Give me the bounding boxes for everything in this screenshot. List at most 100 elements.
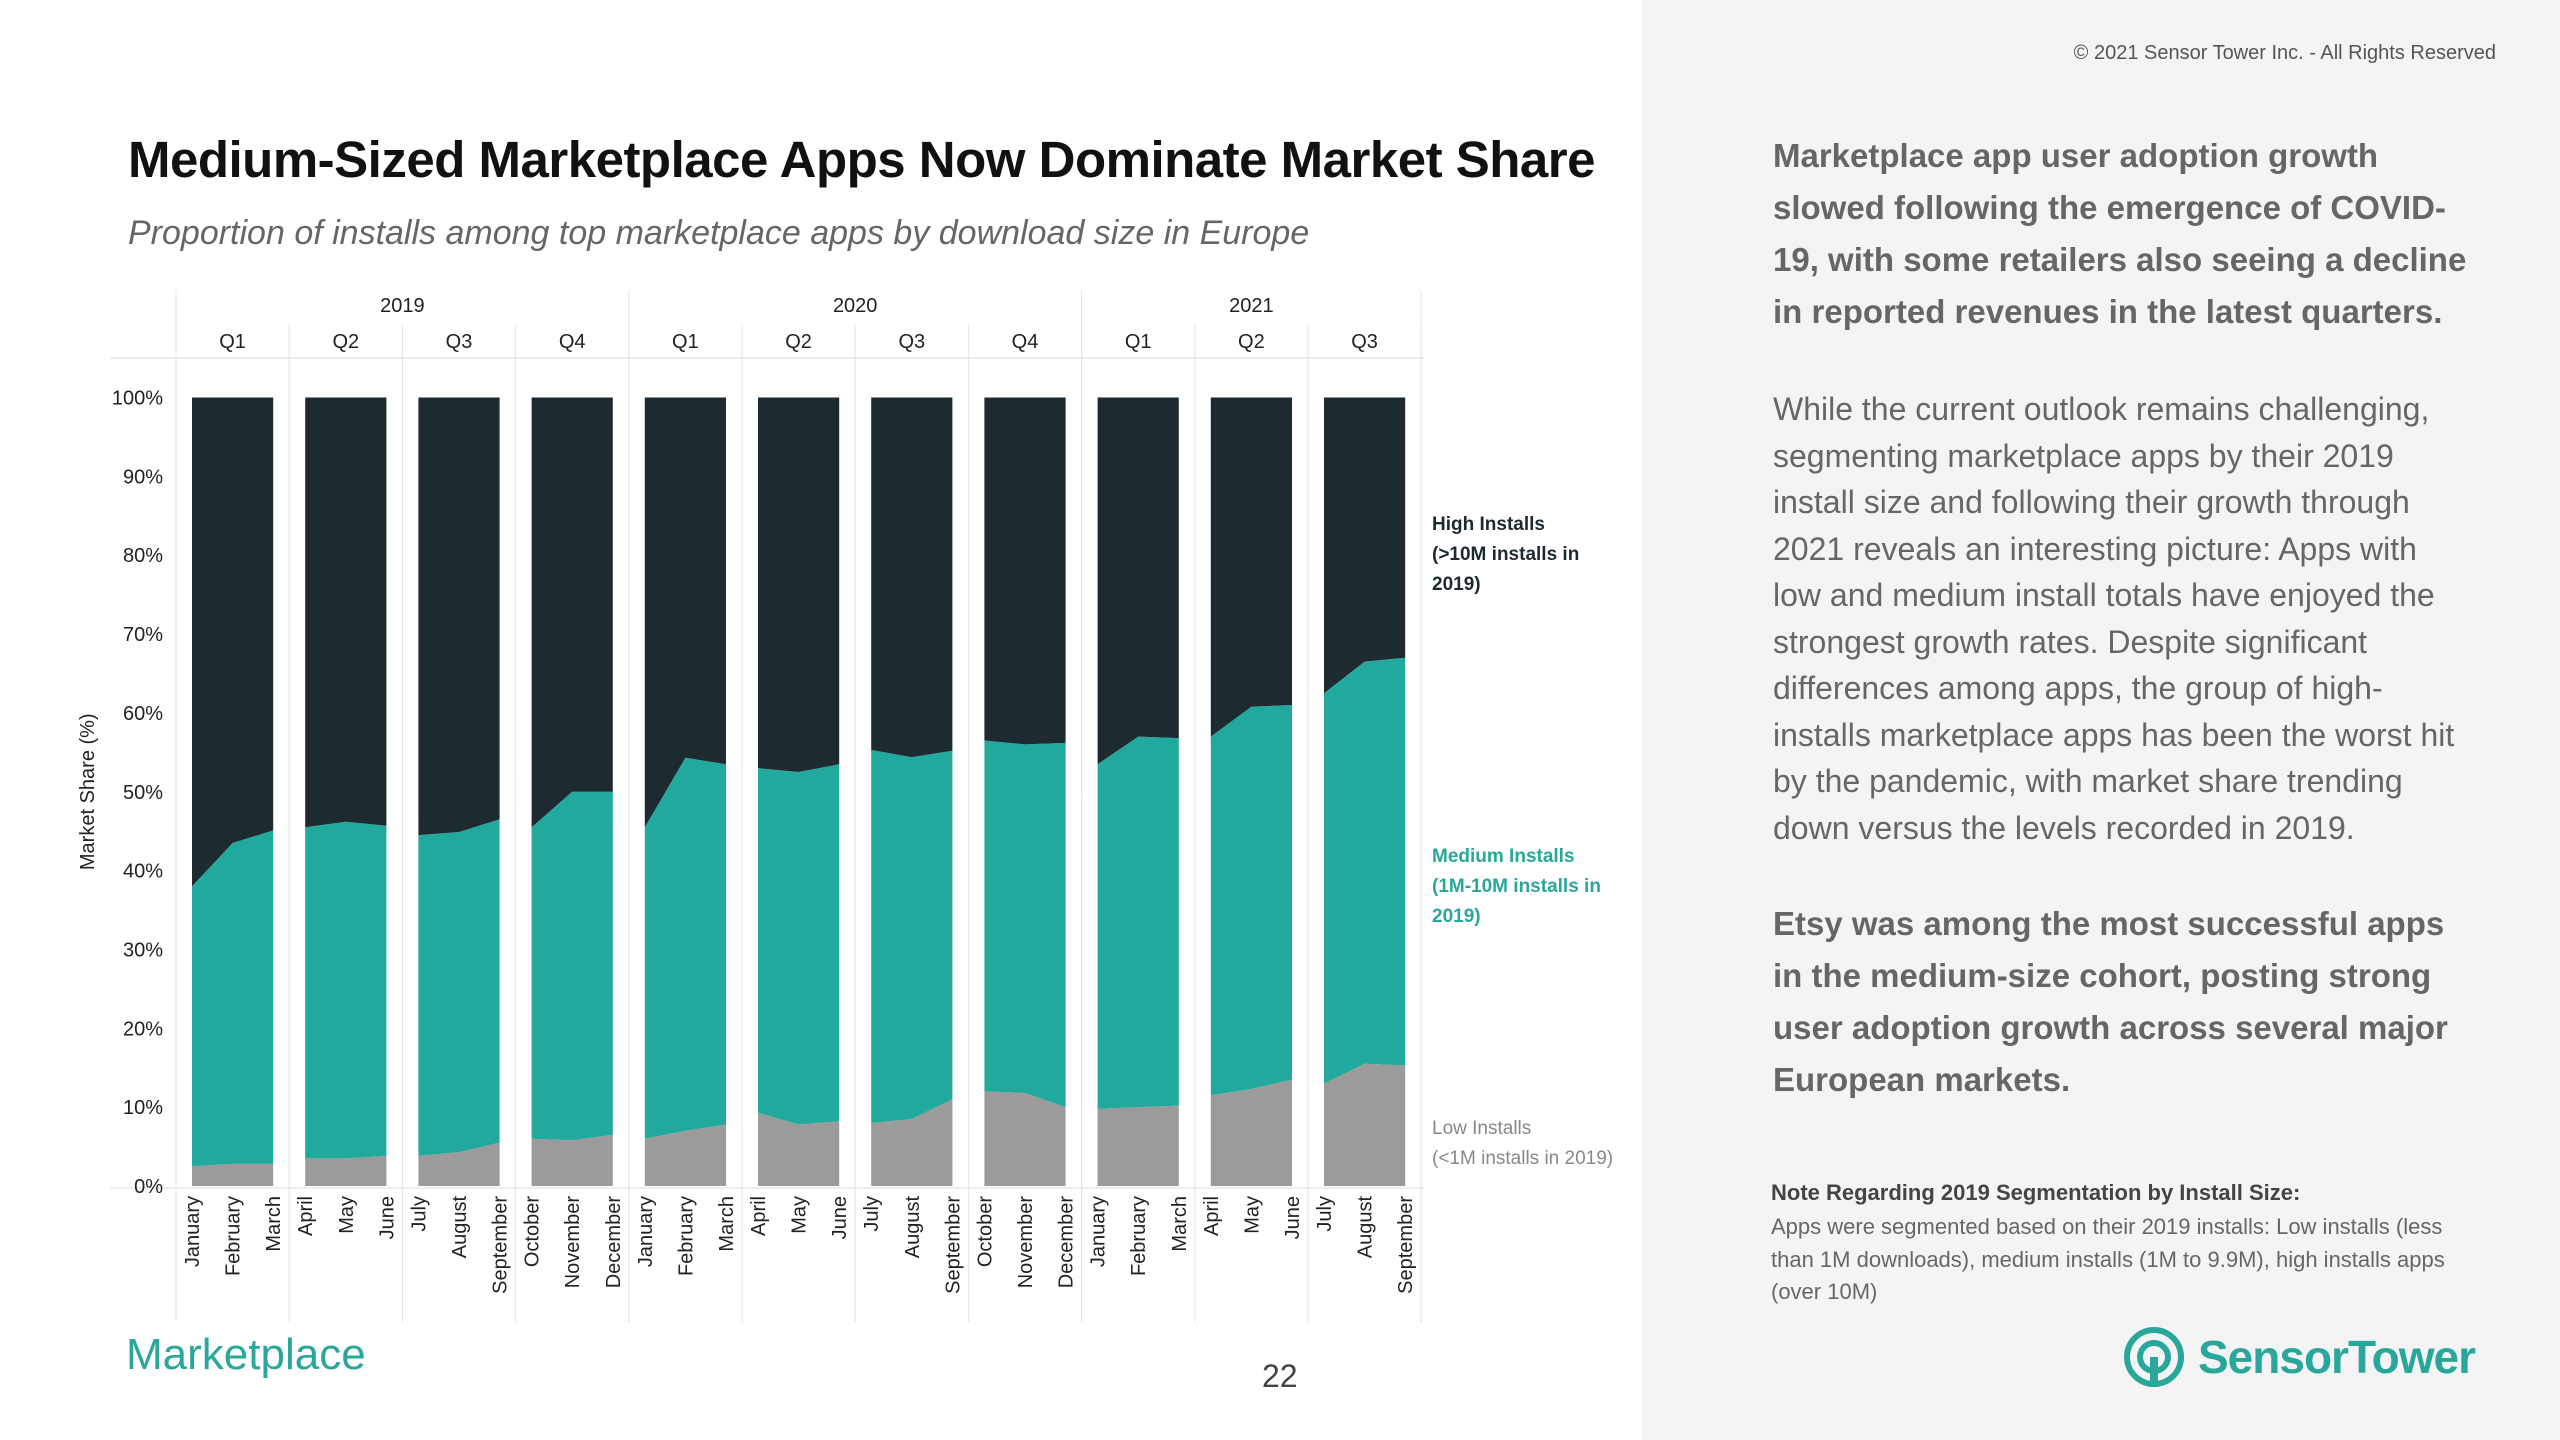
- quarter-label: Q1: [672, 331, 699, 353]
- month-label: January: [1088, 1196, 1110, 1267]
- area-low-installs: [531, 1134, 613, 1186]
- section-label: Marketplace: [126, 1330, 366, 1379]
- note-title: Note Regarding 2019 Segmentation by Inst…: [1771, 1180, 2301, 1205]
- month-label: April: [1201, 1196, 1223, 1236]
- area-low-installs: [644, 1124, 726, 1186]
- quarter-label: Q2: [785, 331, 812, 353]
- month-label: January: [182, 1196, 204, 1267]
- month-label: July: [408, 1196, 430, 1232]
- month-label: September: [490, 1196, 512, 1294]
- chart-areas: [192, 397, 1406, 1186]
- area-medium-installs: [531, 791, 613, 1141]
- legend-label: (<1M installs in 2019): [1432, 1148, 1613, 1169]
- logo-text: SensorTower: [2198, 1331, 2476, 1383]
- legend-label: (>10M installs in: [1432, 544, 1579, 565]
- area-low-installs: [418, 1142, 500, 1186]
- month-label: February: [1128, 1196, 1150, 1276]
- area-high-installs: [984, 397, 1066, 745]
- month-label: August: [1355, 1196, 1377, 1259]
- month-label: February: [675, 1196, 697, 1276]
- month-label: May: [789, 1196, 811, 1234]
- area-high-installs: [418, 397, 500, 836]
- quarter-label: Q4: [559, 331, 586, 353]
- y-tick-label: 40%: [123, 861, 163, 883]
- quarter-label: Q3: [1351, 331, 1378, 353]
- copyright-text: © 2021 Sensor Tower Inc. - All Rights Re…: [2073, 42, 2496, 64]
- legend-label: 2019): [1432, 906, 1481, 927]
- month-label: March: [1169, 1196, 1191, 1252]
- month-label: July: [1314, 1196, 1336, 1232]
- month-label: January: [635, 1196, 657, 1267]
- area-medium-installs: [1097, 736, 1179, 1109]
- quarter-label: Q3: [898, 331, 925, 353]
- page-number: 22: [1262, 1358, 1298, 1394]
- commentary-paragraph-3: Etsy was among the most successful apps …: [1773, 905, 2448, 1098]
- page-subtitle: Proportion of installs among top marketp…: [128, 214, 1310, 252]
- area-high-installs: [644, 397, 726, 828]
- area-medium-installs: [984, 740, 1066, 1108]
- y-tick-label: 90%: [123, 466, 163, 488]
- month-label: November: [1015, 1196, 1037, 1289]
- area-high-installs: [1097, 397, 1179, 765]
- month-label: March: [263, 1196, 285, 1252]
- quarter-label: Q1: [1125, 331, 1152, 353]
- month-label: May: [336, 1196, 358, 1234]
- y-tick-label: 30%: [123, 939, 163, 961]
- area-low-installs: [305, 1156, 387, 1186]
- area-high-installs: [1210, 397, 1292, 737]
- month-label: July: [861, 1196, 883, 1232]
- commentary-paragraph-2: While the current outlook remains challe…: [1773, 391, 2455, 846]
- quarter-label: Q2: [332, 331, 359, 353]
- month-label: June: [376, 1196, 398, 1239]
- y-tick-label: 50%: [123, 782, 163, 804]
- month-label: September: [1395, 1196, 1417, 1294]
- area-high-installs: [531, 397, 613, 828]
- month-label: August: [902, 1196, 924, 1259]
- y-tick-label: 10%: [123, 1097, 163, 1119]
- sensortower-logo: SensorTower: [2122, 1325, 2476, 1389]
- legend-label: Medium Installs: [1432, 846, 1575, 867]
- area-medium-installs: [305, 821, 387, 1159]
- area-low-installs: [984, 1091, 1066, 1186]
- area-high-installs: [305, 397, 387, 828]
- legend-label: (1M-10M installs in: [1432, 876, 1601, 897]
- month-label: December: [1056, 1196, 1078, 1289]
- area-medium-installs: [1324, 657, 1406, 1084]
- y-tick-label: 100%: [112, 388, 163, 410]
- legend-label: High Installs: [1432, 514, 1545, 535]
- area-high-installs: [192, 397, 274, 887]
- area-low-installs: [871, 1099, 953, 1186]
- year-label: 2020: [833, 295, 878, 317]
- y-tick-label: 60%: [123, 703, 163, 725]
- month-label: October: [522, 1196, 544, 1267]
- legend-label: 2019): [1432, 574, 1481, 595]
- month-label: August: [449, 1196, 471, 1259]
- quarter-label: Q1: [219, 331, 246, 353]
- y-tick-label: 20%: [123, 1018, 163, 1040]
- month-label: October: [974, 1196, 996, 1267]
- area-low-installs: [758, 1112, 840, 1186]
- note-body: Apps were segmented based on their 2019 …: [1771, 1214, 2445, 1304]
- y-tick-label: 0%: [134, 1176, 163, 1198]
- month-label: June: [1282, 1196, 1304, 1239]
- page-title: Medium-Sized Marketplace Apps Now Domina…: [128, 131, 1595, 188]
- area-medium-installs: [758, 764, 840, 1125]
- area-high-installs: [758, 397, 840, 772]
- area-high-installs: [1324, 397, 1406, 694]
- market-share-chart: sensortower 201920202021Q1Q2Q3Q4Q1Q2Q3Q4…: [77, 290, 1613, 1322]
- area-high-installs: [871, 397, 953, 758]
- area-medium-installs: [871, 750, 953, 1123]
- area-low-installs: [192, 1163, 274, 1186]
- area-low-installs: [1210, 1079, 1292, 1186]
- y-axis-label: Market Share (%): [77, 713, 99, 870]
- sensortower-logo-icon: [2124, 1327, 2184, 1387]
- commentary-paragraph-1: Marketplace app user adoption growth slo…: [1773, 137, 2467, 330]
- area-low-installs: [1324, 1063, 1406, 1186]
- month-label: March: [716, 1196, 738, 1252]
- month-label: April: [295, 1196, 317, 1236]
- chart-labels: 2019 2020 2021 Q1 Q2 Q3 Q4 Q1 Q2 Q3 Q4 Q1 Q2 Q3 0% 10% 2…: [77, 295, 1613, 1294]
- area-medium-installs: [644, 757, 726, 1139]
- chart-grid: [110, 290, 1424, 1322]
- y-tick-label: 70%: [123, 624, 163, 646]
- year-label: 2019: [380, 295, 425, 317]
